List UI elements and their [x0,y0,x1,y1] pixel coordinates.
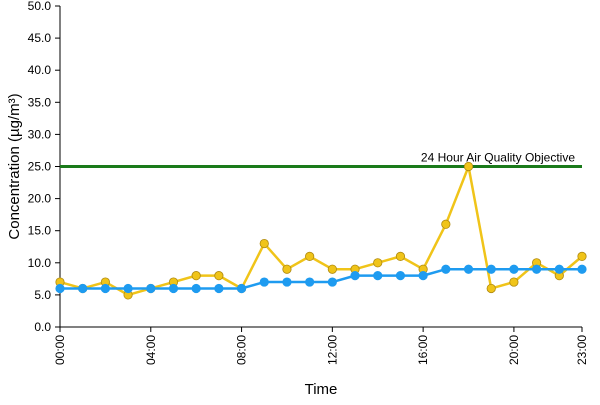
data-point [100,283,110,294]
data-point [236,283,247,294]
x-tick-label: 16:00 [416,335,430,365]
data-point [486,264,496,274]
data-point [55,283,65,294]
data-point [327,277,337,287]
y-ticks: 0.0 5.0 10.0 15.0 20.0 25.0 30.0 35.0 40.0 45.0 50… [28,0,60,334]
series-group [55,161,587,300]
reference-line-group: 24 Hour Air Quality Objective [60,151,582,168]
data-point [463,264,474,274]
y-tick-label: 40.0 [28,63,52,77]
data-point [463,161,474,172]
y-tick-label: 20.0 [28,192,52,206]
y-axis-title: Concentration (µg/m³) [6,93,23,239]
x-tick-label: 00:00 [53,335,67,365]
data-point [168,283,179,294]
series-1 [55,161,587,300]
y-tick-label: 10.0 [28,256,52,270]
data-point [554,264,564,274]
data-point [373,271,383,281]
air-quality-objective-label: 24 Hour Air Quality Objective [421,151,575,165]
data-point [214,283,224,294]
data-point [441,264,451,274]
data-point [577,251,587,261]
data-point [395,251,406,261]
data-point [532,264,542,274]
data-point [78,283,88,294]
data-point [282,264,292,274]
data-point [486,283,496,294]
data-point [373,258,383,268]
data-point [123,283,133,294]
data-point [509,264,519,274]
axes: 0.0 5.0 10.0 15.0 20.0 25.0 30.0 35.0 40.0 45.0 50… [28,0,589,365]
data-point [305,251,315,261]
data-point [191,283,201,294]
data-point [146,283,156,294]
x-tick-label: 12:00 [325,335,339,365]
data-point [327,264,337,274]
data-point [441,219,451,229]
data-point [418,271,428,281]
y-tick-label: 15.0 [28,224,52,238]
x-axis-title: Time [305,381,338,398]
series-2 [55,264,587,294]
data-point [214,271,224,281]
data-point [305,277,315,287]
x-tick-label: 08:00 [235,335,249,365]
y-tick-label: 35.0 [28,95,52,109]
y-tick-label: 45.0 [28,31,52,45]
series-1-line [59,165,583,297]
data-point [259,277,269,287]
data-point [191,271,201,281]
data-point [282,277,292,287]
data-point [350,271,360,281]
y-tick-label: 0.0 [34,320,51,334]
x-tick-label: 23:00 [575,335,589,365]
data-point [577,264,587,274]
y-tick-label: 50.0 [28,0,52,13]
data-point [509,277,519,287]
x-ticks: 00:00 04:00 08:00 12:00 16:00 20:00 23:00 [53,327,589,365]
x-tick-label: 04:00 [144,335,158,365]
x-tick-label: 20:00 [507,335,521,365]
data-point [259,238,269,249]
data-point [395,271,406,281]
y-tick-label: 5.0 [34,288,51,302]
y-tick-label: 30.0 [28,127,52,141]
y-tick-label: 25.0 [28,160,52,174]
